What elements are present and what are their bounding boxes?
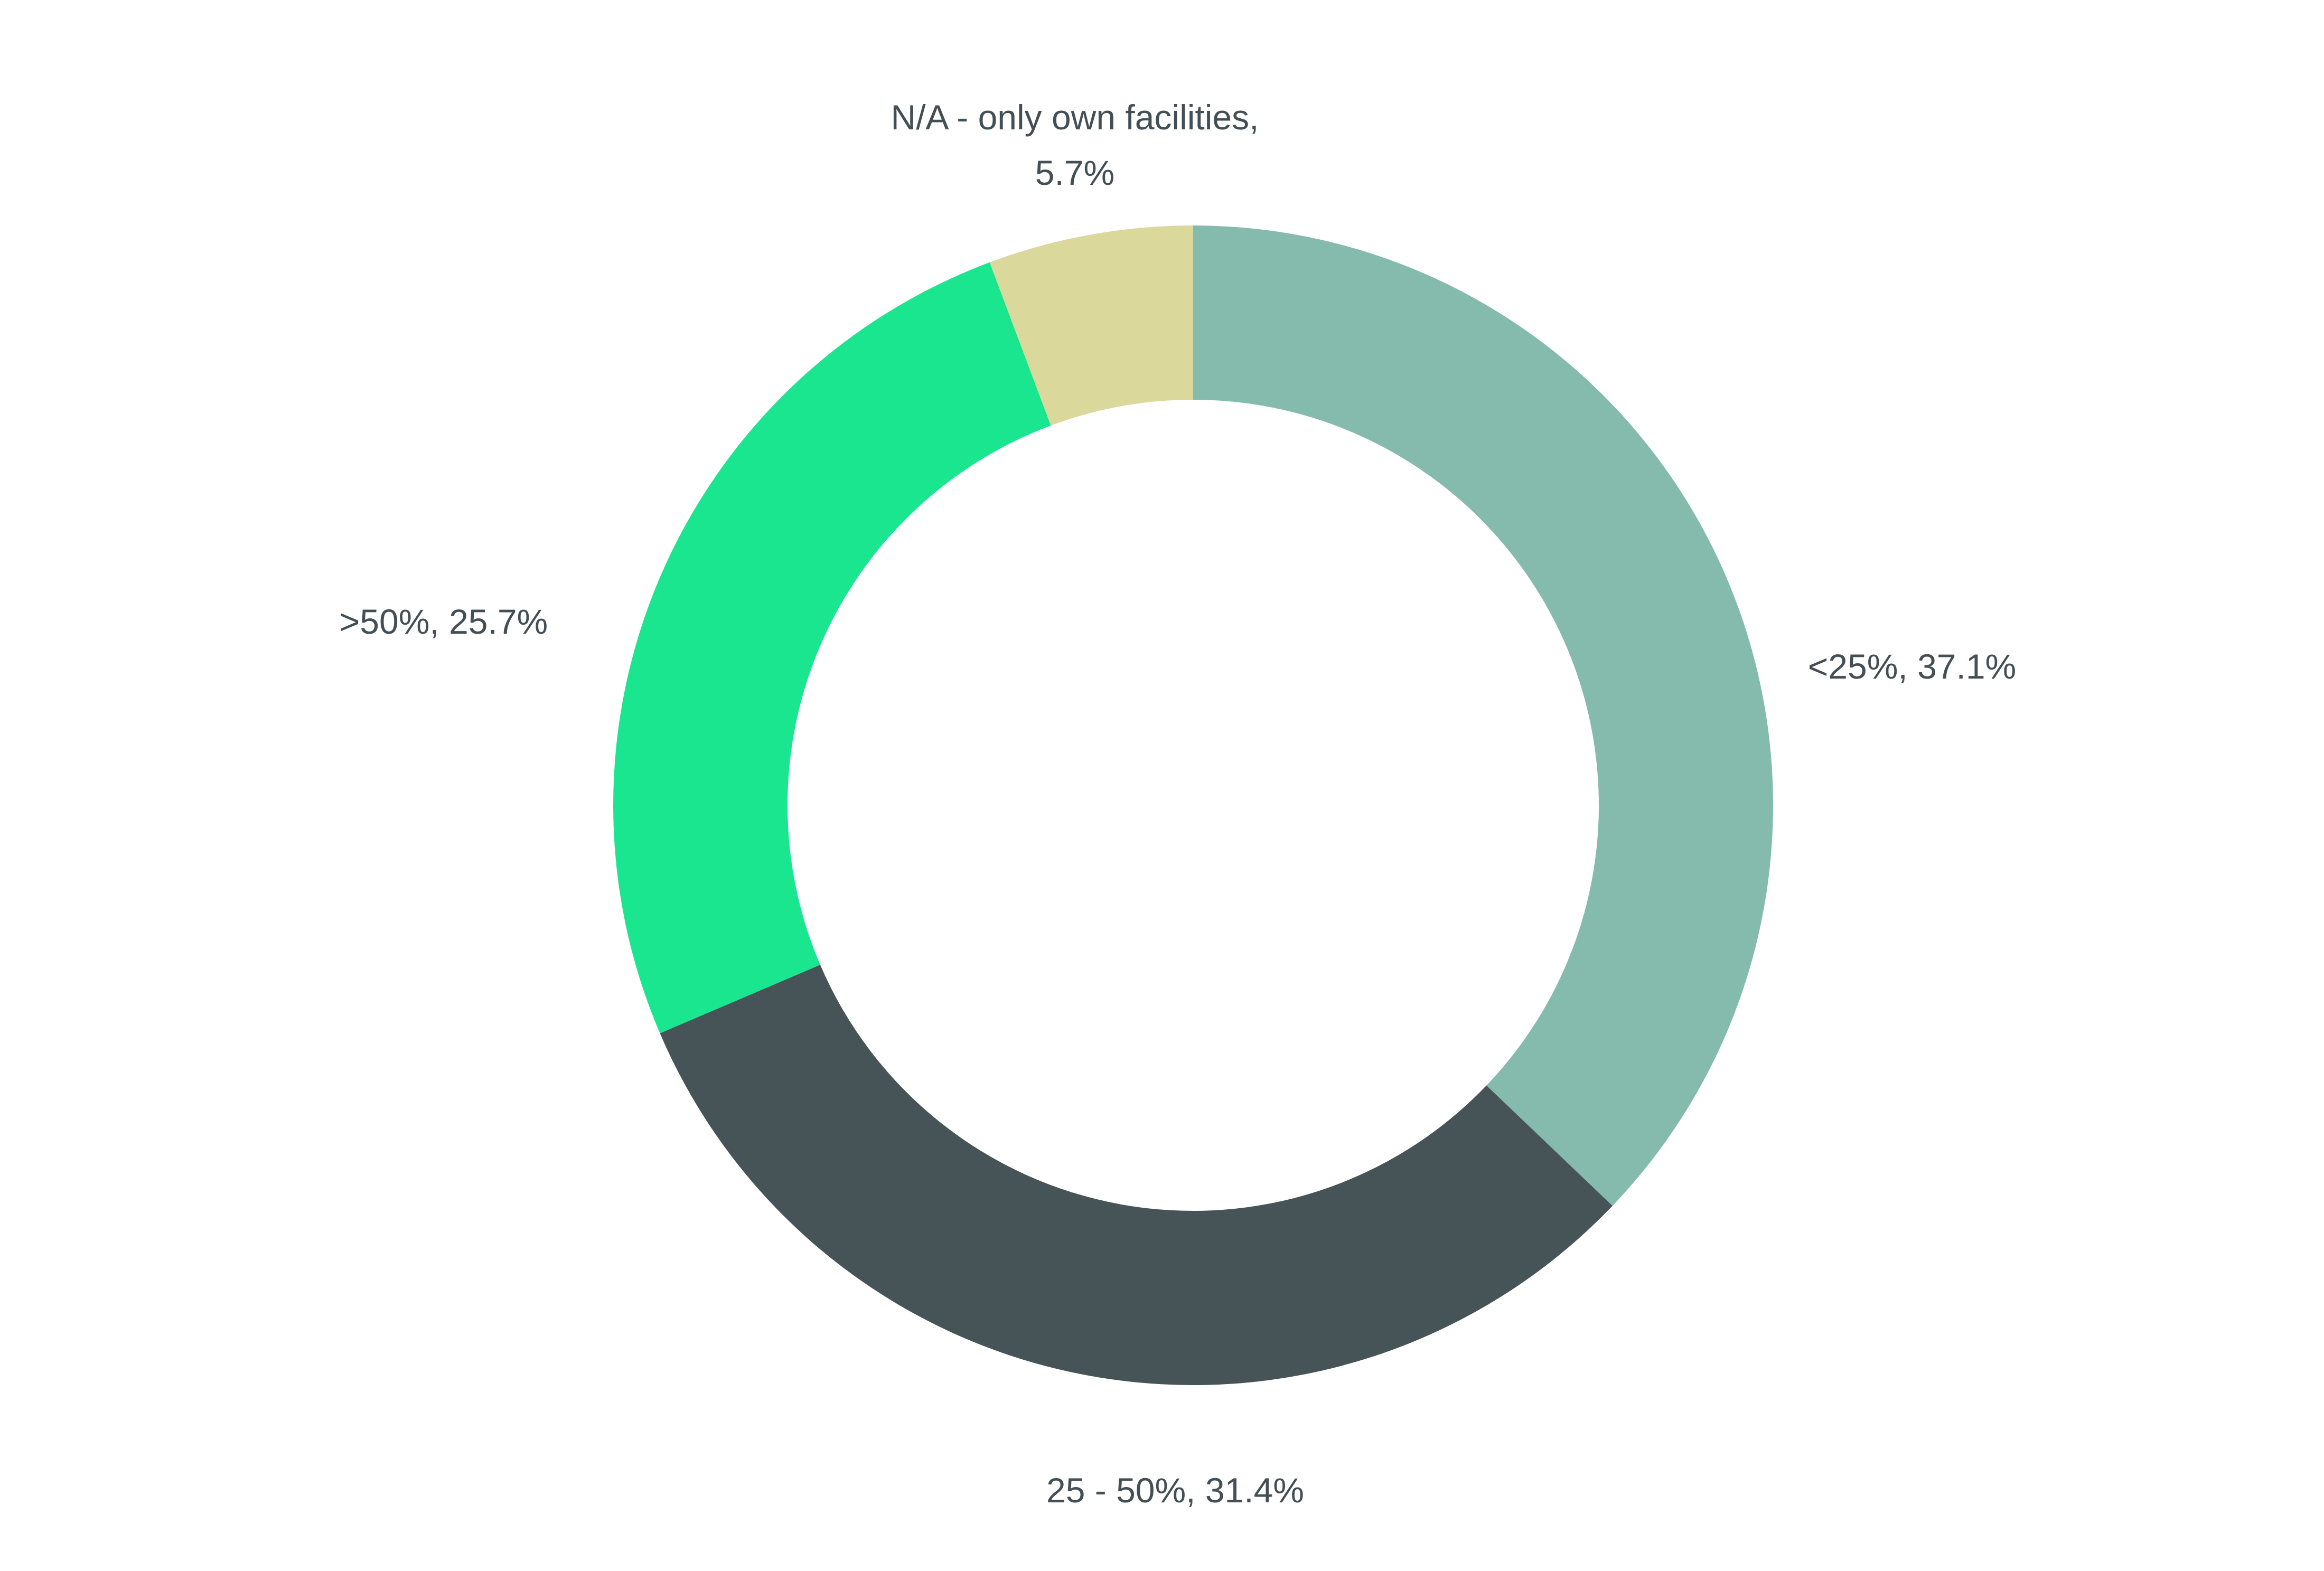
data-label-25-50: 25 - 50%, 31.4% bbox=[1046, 1471, 1304, 1510]
data-label-50: >50%, 25.7% bbox=[340, 602, 548, 641]
data-label-line: 5.7% bbox=[1035, 153, 1114, 192]
slice-n-a-only-own-facilities bbox=[989, 225, 1193, 426]
slice-25-50 bbox=[660, 964, 1613, 1385]
slice-25 bbox=[1193, 225, 1773, 1206]
slice-50 bbox=[613, 262, 1051, 1033]
data-label-25: <25%, 37.1% bbox=[1808, 647, 2016, 686]
data-label-n-a-only-own-facilities: N/A - only own facilities, 5.7% bbox=[891, 98, 1259, 192]
data-label-line: N/A - only own facilities, bbox=[891, 98, 1259, 137]
